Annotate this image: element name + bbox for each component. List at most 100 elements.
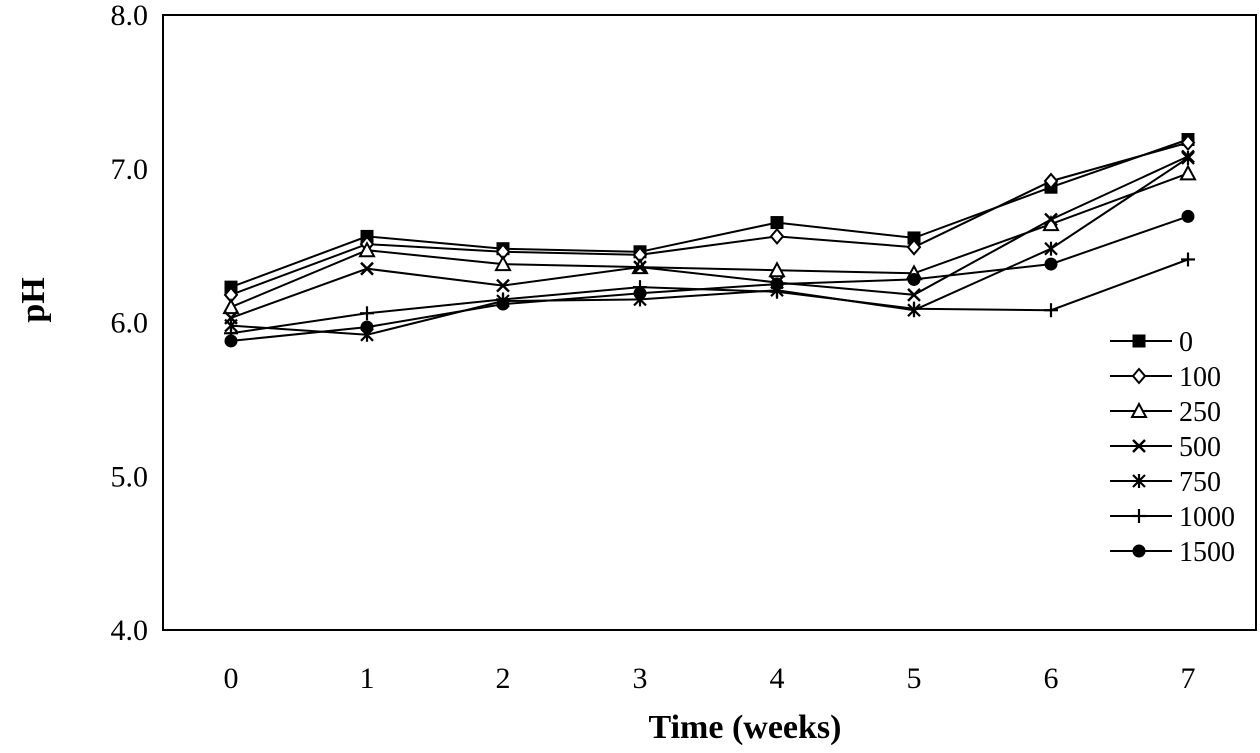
marker-filled-circle bbox=[1132, 544, 1146, 558]
series-1500 bbox=[224, 209, 1195, 348]
legend: 0 100 250 500 750 1000 1500 bbox=[1110, 327, 1235, 568]
legend-label: 500 bbox=[1179, 432, 1221, 463]
y-tick-label: 6.0 bbox=[111, 307, 149, 340]
series-line-250 bbox=[230, 172, 1189, 309]
marker-open-triangle bbox=[358, 241, 376, 258]
data-point-250 bbox=[1179, 164, 1197, 181]
y-tick-label: 8.0 bbox=[111, 0, 149, 32]
marker-x-stroke bbox=[907, 287, 921, 302]
marker-asterisk bbox=[1044, 241, 1058, 256]
legend-item-500: 500 bbox=[1110, 432, 1221, 463]
legend-item-100: 100 bbox=[1110, 362, 1221, 393]
marker-open-triangle bbox=[768, 261, 786, 278]
marker-open-diamond bbox=[1180, 134, 1196, 152]
data-point-500 bbox=[1044, 212, 1058, 227]
data-point-100 bbox=[1043, 172, 1059, 190]
data-point-1500 bbox=[1044, 257, 1058, 271]
marker-open-triangle bbox=[1130, 401, 1148, 418]
marker-x bbox=[360, 261, 374, 276]
marker-plus bbox=[1132, 509, 1146, 523]
legend-label: 1000 bbox=[1179, 502, 1235, 533]
plot-area-frame bbox=[162, 14, 1257, 631]
marker-filled-circle bbox=[496, 297, 510, 311]
data-point-1500 bbox=[907, 272, 921, 286]
legend-label: 0 bbox=[1179, 327, 1193, 358]
marker-filled-circle bbox=[1181, 209, 1195, 223]
data-point-500 bbox=[633, 260, 647, 275]
marker-filled-circle bbox=[770, 277, 784, 291]
y-axis-title: pH bbox=[15, 277, 52, 322]
marker-x-stroke bbox=[633, 260, 647, 275]
legend-label: 750 bbox=[1179, 467, 1221, 498]
marker-filled-circle bbox=[360, 320, 374, 334]
data-point-500 bbox=[907, 287, 921, 302]
data-point-100 bbox=[1180, 134, 1196, 152]
marker-open-triangle bbox=[222, 298, 240, 315]
data-point-1500 bbox=[360, 320, 374, 334]
data-point-0 bbox=[770, 216, 784, 230]
legend-label: 1500 bbox=[1179, 537, 1235, 568]
marker-plus bbox=[360, 306, 374, 321]
x-tick-label: 5 bbox=[907, 662, 922, 695]
marker-open-diamond bbox=[769, 227, 785, 245]
marker-filled-circle bbox=[1044, 257, 1058, 271]
marker-open-diamond bbox=[1043, 172, 1059, 190]
marker-filled-square bbox=[770, 216, 784, 230]
data-point-100 bbox=[906, 238, 922, 256]
x-tick-label: 0 bbox=[224, 662, 239, 695]
data-point-500 bbox=[496, 278, 510, 293]
marker-x bbox=[1044, 212, 1058, 227]
data-point-250 bbox=[494, 254, 512, 272]
marker-filled-square bbox=[1132, 334, 1146, 348]
marker-open-triangle bbox=[1179, 164, 1197, 181]
data-point-750 bbox=[1181, 150, 1195, 165]
series-line-500 bbox=[230, 155, 1189, 319]
legend-label: 100 bbox=[1179, 362, 1221, 393]
data-point-0 bbox=[907, 231, 921, 245]
marker-filled-circle bbox=[224, 334, 238, 348]
marker-open-triangle bbox=[494, 254, 512, 272]
legend-item-750: 750 bbox=[1110, 467, 1221, 498]
data-point-100 bbox=[769, 227, 785, 245]
y-axis-ticks: 4.0 5.0 6.0 7.0 8.0 bbox=[111, 0, 149, 647]
x-tick-label: 4 bbox=[770, 662, 785, 695]
x-tick-label: 6 bbox=[1044, 662, 1059, 695]
legend-item-0: 0 bbox=[1110, 327, 1193, 358]
x-tick-label: 3 bbox=[633, 662, 648, 695]
data-point-1500 bbox=[496, 297, 510, 311]
data-point-1000 bbox=[1181, 252, 1195, 267]
marker-x bbox=[1132, 439, 1146, 453]
y-tick-label: 4.0 bbox=[111, 614, 149, 647]
marker-plus bbox=[1044, 303, 1058, 318]
marker-filled-circle bbox=[907, 272, 921, 286]
marker-plus bbox=[1181, 252, 1195, 267]
y-tick-label: 7.0 bbox=[111, 153, 149, 186]
data-point-1000 bbox=[907, 301, 921, 316]
marker-asterisk bbox=[1181, 150, 1195, 165]
series-line-0 bbox=[230, 138, 1189, 289]
data-point-250 bbox=[768, 261, 786, 278]
marker-x-stroke bbox=[1132, 439, 1146, 453]
marker-x bbox=[496, 278, 510, 293]
y-tick-label: 5.0 bbox=[111, 460, 149, 493]
x-tick-label: 1 bbox=[360, 662, 375, 695]
marker-filled-circle bbox=[633, 286, 647, 300]
data-point-1500 bbox=[1181, 209, 1195, 223]
series-layer bbox=[222, 133, 1197, 348]
data-point-1500 bbox=[633, 286, 647, 300]
data-point-500 bbox=[360, 261, 374, 276]
legend-item-1000: 1000 bbox=[1110, 502, 1235, 533]
marker-open-diamond bbox=[1131, 367, 1147, 385]
legend-item-250: 250 bbox=[1110, 397, 1221, 428]
marker-plus bbox=[907, 301, 921, 316]
legend-item-1500: 1500 bbox=[1110, 537, 1235, 568]
series-line-750 bbox=[230, 157, 1189, 336]
marker-x-stroke bbox=[1044, 212, 1058, 227]
x-axis-title: Time (weeks) bbox=[649, 709, 842, 746]
data-point-250 bbox=[358, 241, 376, 258]
marker-open-diamond bbox=[906, 238, 922, 256]
data-point-1500 bbox=[770, 277, 784, 291]
series-line-1500 bbox=[230, 215, 1189, 342]
